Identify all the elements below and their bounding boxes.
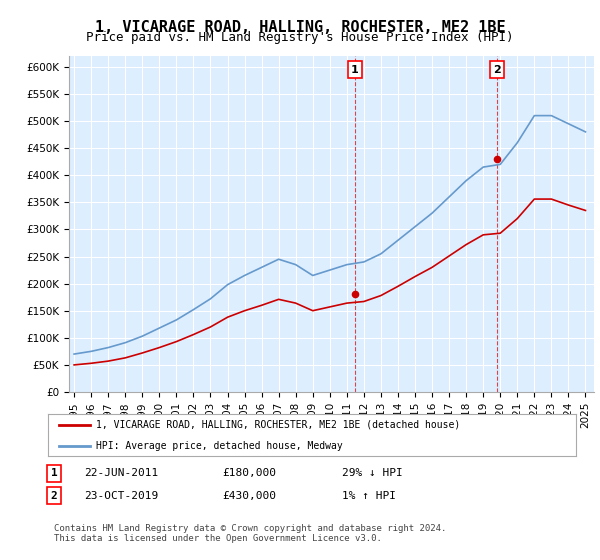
Text: Contains HM Land Registry data © Crown copyright and database right 2024.
This d: Contains HM Land Registry data © Crown c…: [54, 524, 446, 543]
Text: 22-JUN-2011: 22-JUN-2011: [84, 468, 158, 478]
Text: 1, VICARAGE ROAD, HALLING, ROCHESTER, ME2 1BE: 1, VICARAGE ROAD, HALLING, ROCHESTER, ME…: [95, 20, 505, 35]
Text: 1, VICARAGE ROAD, HALLING, ROCHESTER, ME2 1BE (detached house): 1, VICARAGE ROAD, HALLING, ROCHESTER, ME…: [95, 420, 460, 430]
Text: £180,000: £180,000: [222, 468, 276, 478]
Text: Price paid vs. HM Land Registry's House Price Index (HPI): Price paid vs. HM Land Registry's House …: [86, 31, 514, 44]
Text: 1: 1: [50, 468, 58, 478]
Text: HPI: Average price, detached house, Medway: HPI: Average price, detached house, Medw…: [95, 441, 342, 451]
Text: 29% ↓ HPI: 29% ↓ HPI: [342, 468, 403, 478]
Point: [492, 155, 502, 164]
Text: 1: 1: [351, 64, 359, 74]
Text: 2: 2: [493, 64, 501, 74]
Text: £430,000: £430,000: [222, 491, 276, 501]
Text: 2: 2: [50, 491, 58, 501]
Text: 1% ↑ HPI: 1% ↑ HPI: [342, 491, 396, 501]
Point: [350, 290, 359, 299]
Text: 23-OCT-2019: 23-OCT-2019: [84, 491, 158, 501]
